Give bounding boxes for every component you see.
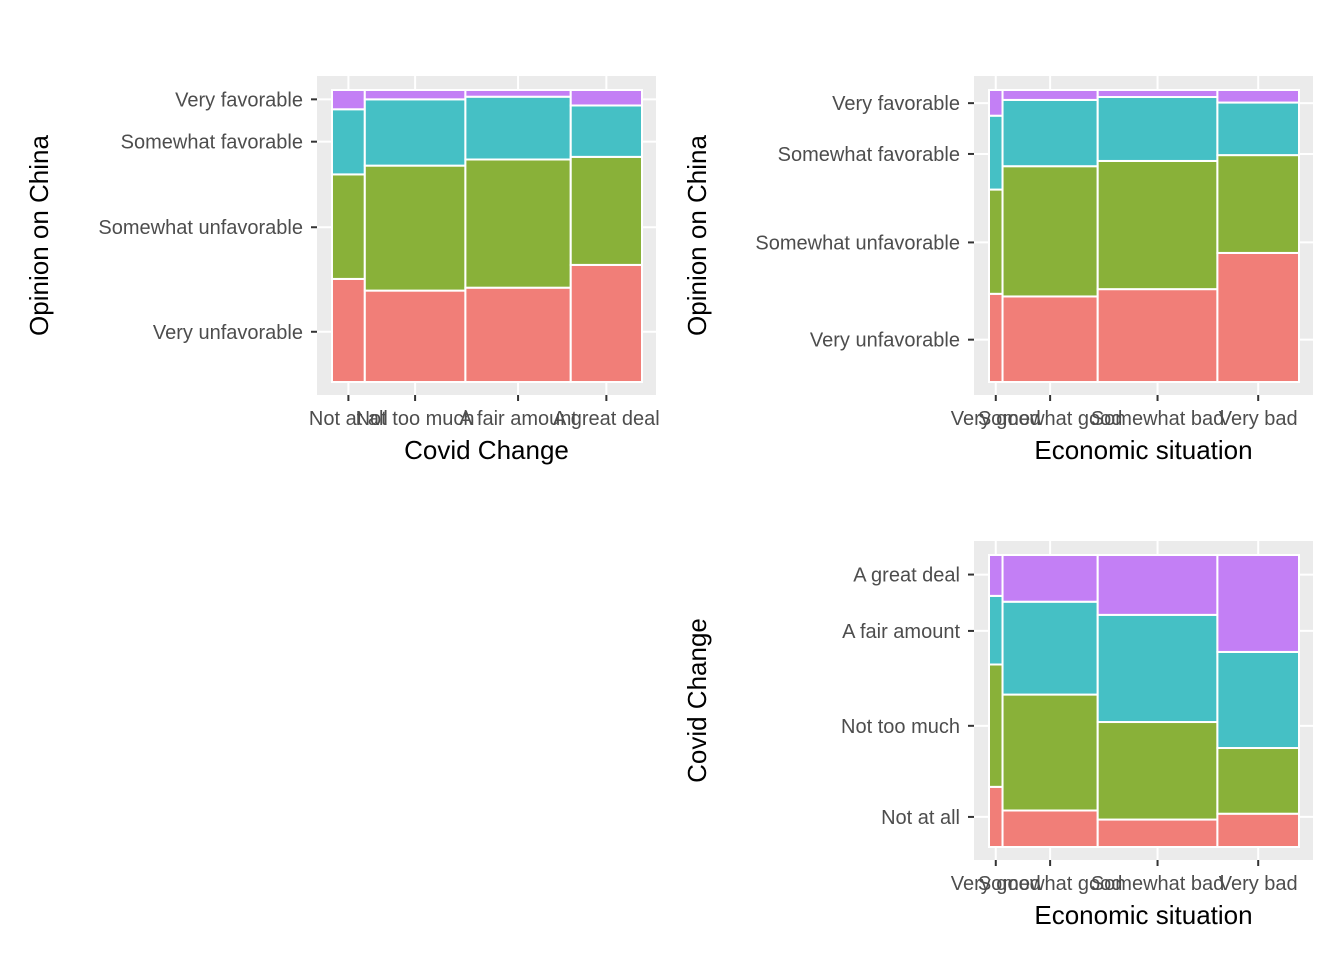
x-axis-title: Economic situation: [1034, 435, 1252, 465]
mosaic-tile-somewhat-good-not-too-much: [1001, 693, 1099, 812]
mosaic-tile-not-at-all-somewhat-favorable: [331, 108, 366, 176]
mosaic-tile-somewhat-good-somewhat-favorable: [1001, 98, 1099, 168]
x-tick-label: Very good: [951, 873, 1041, 895]
mosaic-tile-somewhat-good-a-great-deal: [1001, 554, 1099, 603]
mosaic-tile-not-too-much-very-favorable: [363, 89, 467, 101]
mosaic-panel-3: Not at all Not too much A fair amount A gre…: [682, 541, 1313, 930]
mosaic-tile-somewhat-bad-very-unfavorable: [1096, 288, 1219, 384]
y-tick-label: Somewhat unfavorable: [98, 217, 303, 239]
mosaic-tile-very-bad-a-fair-amount: [1216, 650, 1300, 750]
mosaic-tile-somewhat-bad-a-great-deal: [1096, 554, 1219, 616]
mosaic-tile-very-good-a-fair-amount: [988, 594, 1004, 666]
mosaic-tile-very-good-somewhat-favorable: [988, 114, 1004, 191]
y-tick-label: A fair amount: [842, 621, 960, 643]
mosaic-tile-very-good-a-great-deal: [988, 554, 1004, 597]
mosaic-tile-not-too-much-somewhat-favorable: [363, 98, 467, 167]
y-axis-title: Covid Change: [682, 618, 712, 783]
mosaic-tile-very-bad-very-unfavorable: [1216, 251, 1300, 383]
y-tick-label: Very unfavorable: [153, 322, 303, 344]
x-tick-label: Very bad: [1219, 408, 1298, 430]
mosaic-tile-a-fair-amount-somewhat-unfavorable: [464, 158, 572, 289]
mosaic-panel-2: Very unfavorable Somewhat unfavorable Some…: [682, 76, 1313, 465]
y-tick-label: Somewhat unfavorable: [755, 232, 960, 254]
x-tick-label: Not at all: [309, 408, 388, 430]
mosaic-tile-not-at-all-somewhat-unfavorable: [331, 173, 366, 280]
mosaic-tile-a-great-deal-very-unfavorable: [569, 263, 644, 383]
x-tick-label: Very bad: [1219, 873, 1298, 895]
mosaic-tile-somewhat-bad-a-fair-amount: [1096, 613, 1219, 724]
mosaic-tile-very-bad-somewhat-unfavorable: [1216, 154, 1300, 254]
mosaic-tile-very-bad-somewhat-favorable: [1216, 101, 1300, 157]
x-tick-label: Not too much: [356, 408, 475, 430]
mosaic-tile-a-fair-amount-somewhat-favorable: [464, 95, 572, 161]
y-tick-label: Very favorable: [175, 89, 303, 111]
mosaic-tile-somewhat-bad-very-favorable: [1096, 89, 1219, 99]
mosaic-tile-somewhat-bad-not-too-much: [1096, 721, 1219, 821]
x-tick-label: Somewhat good: [978, 873, 1123, 895]
y-tick-label: Not too much: [841, 716, 960, 738]
mosaic-tile-very-good-very-unfavorable: [988, 292, 1004, 384]
mosaic-tile-very-bad-very-favorable: [1216, 89, 1300, 104]
mosaic-tile-somewhat-bad-not-at-all: [1096, 818, 1219, 849]
y-axis-title: Opinion on China: [682, 135, 712, 336]
mosaic-tile-a-great-deal-somewhat-favorable: [569, 104, 644, 158]
y-tick-label: Not at all: [881, 807, 960, 829]
mosaic-tile-somewhat-good-not-at-all: [1001, 809, 1099, 848]
x-axis-title: Covid Change: [404, 435, 569, 465]
x-tick-label: A great deal: [553, 408, 660, 430]
mosaic-tile-not-at-all-very-unfavorable: [331, 277, 366, 384]
y-tick-label: Very unfavorable: [810, 330, 960, 352]
x-tick-label: A fair amount: [459, 408, 577, 430]
mosaic-tile-very-good-very-favorable: [988, 89, 1004, 117]
x-tick-label: Somewhat good: [978, 408, 1123, 430]
mosaic-tile-not-too-much-very-unfavorable: [363, 289, 467, 384]
mosaic-tile-very-bad-not-too-much: [1216, 747, 1300, 815]
mosaic-tile-very-good-not-at-all: [988, 785, 1004, 849]
mosaic-tile-somewhat-good-somewhat-unfavorable: [1001, 165, 1099, 298]
mosaic-tile-somewhat-good-very-favorable: [1001, 89, 1099, 101]
y-tick-label: Very favorable: [832, 93, 960, 115]
mosaic-tile-very-good-somewhat-unfavorable: [988, 188, 1004, 295]
mosaic-tile-somewhat-bad-somewhat-unfavorable: [1096, 159, 1219, 291]
x-tick-label: Somewhat bad: [1091, 408, 1224, 430]
x-tick-label: Very good: [951, 408, 1041, 430]
x-tick-label: Somewhat bad: [1091, 873, 1224, 895]
x-axis-title: Economic situation: [1034, 900, 1252, 930]
mosaic-tile-very-bad-a-great-deal: [1216, 554, 1300, 653]
mosaic-tile-somewhat-good-a-fair-amount: [1001, 600, 1099, 696]
y-tick-label: Somewhat favorable: [121, 132, 303, 154]
mosaic-tile-a-great-deal-somewhat-unfavorable: [569, 155, 644, 266]
mosaic-tile-a-fair-amount-very-favorable: [464, 89, 572, 98]
y-tick-label: Somewhat favorable: [778, 144, 960, 166]
y-tick-label: A great deal: [853, 565, 960, 587]
mosaic-tile-not-at-all-very-favorable: [331, 89, 366, 111]
mosaic-tile-somewhat-bad-somewhat-favorable: [1096, 96, 1219, 162]
y-axis-title: Opinion on China: [24, 135, 54, 336]
mosaic-tile-not-too-much-somewhat-unfavorable: [363, 164, 467, 292]
mosaic-tile-a-great-deal-very-favorable: [569, 89, 644, 107]
mosaic-tile-very-good-not-too-much: [988, 663, 1004, 788]
mosaic-tile-very-bad-not-at-all: [1216, 812, 1300, 848]
mosaic-panel-1: Very unfavorable Somewhat unfavorable Some…: [24, 76, 660, 465]
mosaic-tile-somewhat-good-very-unfavorable: [1001, 295, 1099, 383]
mosaic-tile-a-fair-amount-very-unfavorable: [464, 286, 572, 383]
